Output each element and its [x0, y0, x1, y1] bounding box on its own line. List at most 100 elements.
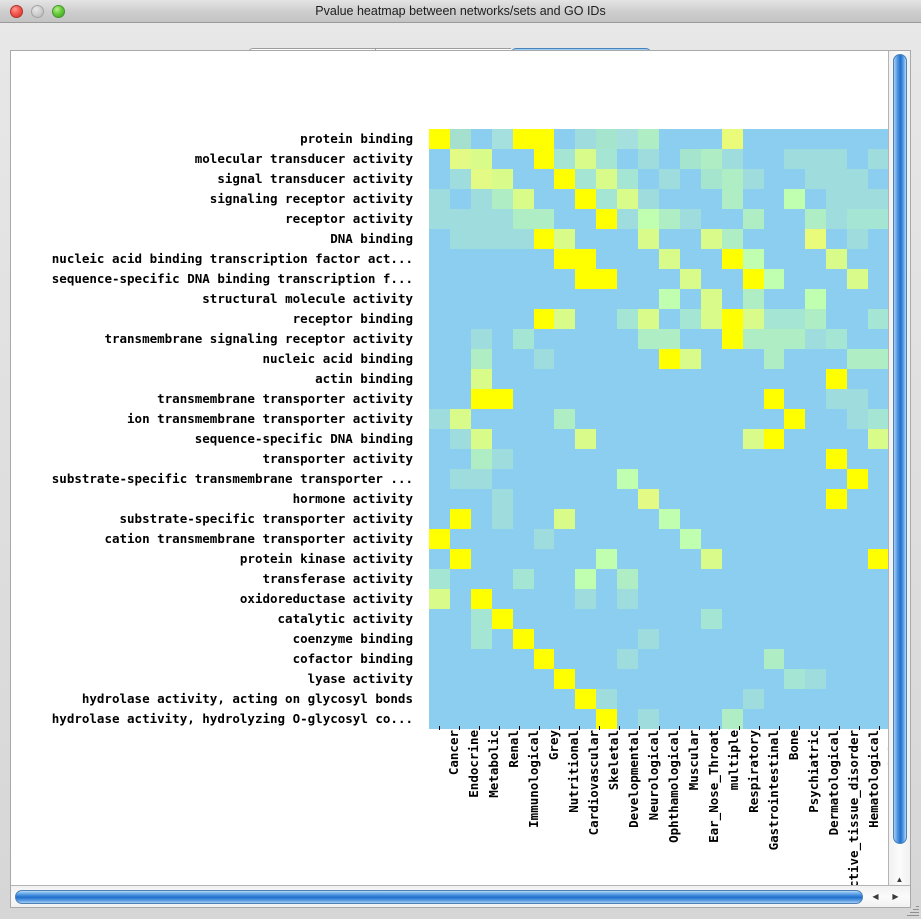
heatmap-cell[interactable]	[868, 169, 889, 189]
heatmap-cell[interactable]	[721, 289, 743, 309]
heatmap-cell[interactable]	[847, 269, 869, 289]
heatmap-cell[interactable]	[658, 369, 680, 389]
heatmap-cell[interactable]	[533, 689, 555, 709]
heatmap-cell[interactable]	[470, 589, 492, 609]
heatmap-cell[interactable]	[512, 649, 534, 669]
heatmap-cell[interactable]	[721, 149, 743, 169]
heatmap-cell[interactable]	[575, 529, 597, 549]
heatmap-cell[interactable]	[575, 669, 597, 689]
heatmap-cell[interactable]	[429, 429, 450, 449]
heatmap-cell[interactable]	[554, 269, 576, 289]
heatmap-cell[interactable]	[449, 369, 471, 389]
heatmap-cell[interactable]	[805, 449, 827, 469]
heatmap-cell[interactable]	[658, 509, 680, 529]
heatmap-cell[interactable]	[742, 409, 764, 429]
heatmap-cell[interactable]	[805, 489, 827, 509]
heatmap-cell[interactable]	[700, 429, 722, 449]
heatmap-cell[interactable]	[679, 169, 701, 189]
heatmap-cell[interactable]	[784, 589, 806, 609]
heatmap-cell[interactable]	[470, 169, 492, 189]
heatmap-cell[interactable]	[847, 589, 869, 609]
heatmap-cell[interactable]	[826, 529, 848, 549]
heatmap-cell[interactable]	[533, 269, 555, 289]
heatmap-cell[interactable]	[449, 389, 471, 409]
heatmap-cell[interactable]	[742, 149, 764, 169]
heatmap-cell[interactable]	[491, 569, 513, 589]
heatmap-cell[interactable]	[700, 569, 722, 589]
heatmap-cell[interactable]	[470, 289, 492, 309]
heatmap-cell[interactable]	[763, 489, 785, 509]
heatmap-cell[interactable]	[805, 189, 827, 209]
heatmap-cell[interactable]	[847, 389, 869, 409]
heatmap-cell[interactable]	[638, 209, 659, 229]
heatmap-cell[interactable]	[554, 429, 576, 449]
heatmap-cell[interactable]	[596, 329, 618, 349]
heatmap-cell[interactable]	[491, 409, 513, 429]
heatmap-cell[interactable]	[658, 349, 680, 369]
heatmap-cell[interactable]	[575, 489, 597, 509]
heatmap-cell[interactable]	[470, 569, 492, 589]
heatmap-cell[interactable]	[658, 409, 680, 429]
heatmap-cell[interactable]	[596, 609, 618, 629]
heatmap-cell[interactable]	[596, 569, 618, 589]
heatmap-cell[interactable]	[491, 169, 513, 189]
heatmap-cell[interactable]	[658, 249, 680, 269]
heatmap-cell[interactable]	[554, 569, 576, 589]
heatmap-cell[interactable]	[512, 289, 534, 309]
heatmap-cell[interactable]	[470, 709, 492, 729]
heatmap-cell[interactable]	[491, 529, 513, 549]
heatmap-cell[interactable]	[742, 629, 764, 649]
heatmap-cell[interactable]	[575, 149, 597, 169]
heatmap-cell[interactable]	[742, 549, 764, 569]
heatmap-cell[interactable]	[826, 709, 848, 729]
heatmap-cell[interactable]	[826, 589, 848, 609]
heatmap-cell[interactable]	[554, 249, 576, 269]
heatmap-cell[interactable]	[470, 469, 492, 489]
heatmap-cell[interactable]	[596, 549, 618, 569]
heatmap-cell[interactable]	[679, 529, 701, 549]
heatmap-cell[interactable]	[868, 409, 889, 429]
heatmap-cell[interactable]	[512, 149, 534, 169]
heatmap-cell[interactable]	[763, 249, 785, 269]
heatmap-cell[interactable]	[721, 349, 743, 369]
heatmap-cell[interactable]	[491, 549, 513, 569]
heatmap-cell[interactable]	[868, 689, 889, 709]
heatmap-cell[interactable]	[700, 389, 722, 409]
heatmap-cell[interactable]	[847, 429, 869, 449]
heatmap-cell[interactable]	[449, 669, 471, 689]
heatmap-cell[interactable]	[721, 469, 743, 489]
heatmap-cell[interactable]	[617, 289, 639, 309]
heatmap-cell[interactable]	[658, 389, 680, 409]
heatmap-cell[interactable]	[721, 169, 743, 189]
heatmap-cell[interactable]	[658, 609, 680, 629]
heatmap-cell[interactable]	[721, 429, 743, 449]
heatmap-cell[interactable]	[847, 169, 869, 189]
heatmap-cell[interactable]	[575, 549, 597, 569]
heatmap-cell[interactable]	[429, 269, 450, 289]
heatmap-cell[interactable]	[554, 289, 576, 309]
heatmap-cell[interactable]	[533, 169, 555, 189]
heatmap-cell[interactable]	[470, 529, 492, 549]
heatmap-cell[interactable]	[470, 129, 492, 149]
heatmap-cell[interactable]	[805, 709, 827, 729]
heatmap-cell[interactable]	[868, 269, 889, 289]
heatmap-cell[interactable]	[491, 629, 513, 649]
heatmap-cell[interactable]	[805, 649, 827, 669]
heatmap-cell[interactable]	[721, 329, 743, 349]
heatmap-cell[interactable]	[658, 549, 680, 569]
heatmap-cell[interactable]	[700, 229, 722, 249]
heatmap-cell[interactable]	[847, 249, 869, 269]
heatmap-cell[interactable]	[575, 649, 597, 669]
heatmap-cell[interactable]	[679, 429, 701, 449]
heatmap-cell[interactable]	[847, 649, 869, 669]
horizontal-scrollbar[interactable]: ◀ ▶	[11, 885, 910, 907]
heatmap-cell[interactable]	[429, 369, 450, 389]
heatmap-cell[interactable]	[512, 309, 534, 329]
heatmap-cell[interactable]	[470, 329, 492, 349]
heatmap-cell[interactable]	[826, 609, 848, 629]
heatmap-cell[interactable]	[784, 629, 806, 649]
heatmap-cell[interactable]	[596, 209, 618, 229]
heatmap-cell[interactable]	[847, 209, 869, 229]
heatmap-cell[interactable]	[429, 449, 450, 469]
heatmap-cell[interactable]	[575, 209, 597, 229]
